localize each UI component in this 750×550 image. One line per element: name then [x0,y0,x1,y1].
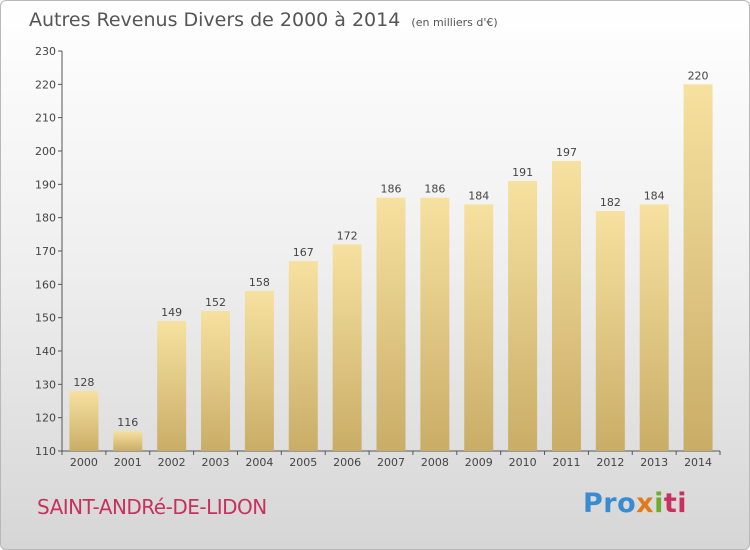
x-tick-label: 2002 [158,456,186,469]
bar-value-label: 116 [117,416,138,429]
bar [244,291,274,451]
bar-value-label: 186 [381,183,402,196]
y-tick-label: 140 [35,345,56,358]
y-tick-label: 220 [35,78,56,91]
logo-part-1: Pro [583,488,637,519]
bar [508,181,538,451]
bar-value-label: 197 [556,146,577,159]
x-tick-label: 2004 [245,456,273,469]
x-tick-label: 2010 [509,456,537,469]
y-tick-label: 120 [35,412,56,425]
bar [551,161,581,451]
x-tick-label: 2012 [596,456,624,469]
bar-value-label: 158 [249,276,270,289]
logo-part-2: x [636,488,655,519]
x-tick-label: 2007 [377,456,405,469]
logo-part-4: ti [663,488,688,519]
x-tick-label: 2009 [465,456,493,469]
bar-value-label: 220 [688,69,709,82]
y-tick-label: 170 [35,245,56,258]
chart-unit-note: (en milliers d'€) [411,16,498,29]
x-tick-label: 2014 [684,456,712,469]
bar-value-label: 191 [512,166,533,179]
bar [332,244,362,451]
y-tick-label: 180 [35,212,56,225]
bar [683,84,713,451]
x-tick-label: 2011 [552,456,580,469]
bar-value-label: 152 [205,296,226,309]
bar-value-label: 149 [161,306,182,319]
bar-value-label: 128 [73,376,94,389]
bar-value-label: 184 [468,189,489,202]
bar [595,211,625,451]
y-tick-label: 210 [35,112,56,125]
bar [639,204,669,451]
bar [69,391,99,451]
bar [376,197,406,451]
proxiti-logo: Proxiti [583,488,687,519]
x-tick-label: 2006 [333,456,361,469]
bar-value-label: 184 [644,189,665,202]
y-tick-label: 110 [35,445,56,458]
bar [113,431,143,451]
bar-value-label: 167 [293,246,314,259]
bar [157,321,187,451]
town-name: SAINT-ANDRé-DE-LIDON [37,495,267,519]
x-tick-label: 2000 [70,456,98,469]
x-tick-label: 2008 [421,456,449,469]
bar-value-label: 186 [424,183,445,196]
y-tick-label: 230 [35,45,56,58]
x-tick-label: 2001 [114,456,142,469]
chart-title: Autres Revenus Divers de 2000 à 2014 (en… [29,9,498,31]
y-tick-label: 200 [35,145,56,158]
x-tick-label: 2005 [289,456,317,469]
bar-value-label: 182 [600,196,621,209]
y-tick-label: 130 [35,378,56,391]
x-tick-label: 2013 [640,456,668,469]
chart-title-text: Autres Revenus Divers de 2000 à 2014 [29,9,401,31]
bar [288,261,318,451]
bar-value-label: 172 [337,229,358,242]
bar [201,311,231,451]
y-tick-label: 190 [35,178,56,191]
bar [464,204,494,451]
logo-part-3: i [654,488,664,519]
bar [420,197,450,451]
x-tick-label: 2003 [202,456,230,469]
y-tick-label: 160 [35,278,56,291]
y-tick-label: 150 [35,312,56,325]
